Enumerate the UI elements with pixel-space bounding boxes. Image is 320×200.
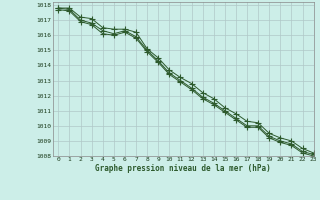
- X-axis label: Graphe pression niveau de la mer (hPa): Graphe pression niveau de la mer (hPa): [95, 164, 271, 173]
